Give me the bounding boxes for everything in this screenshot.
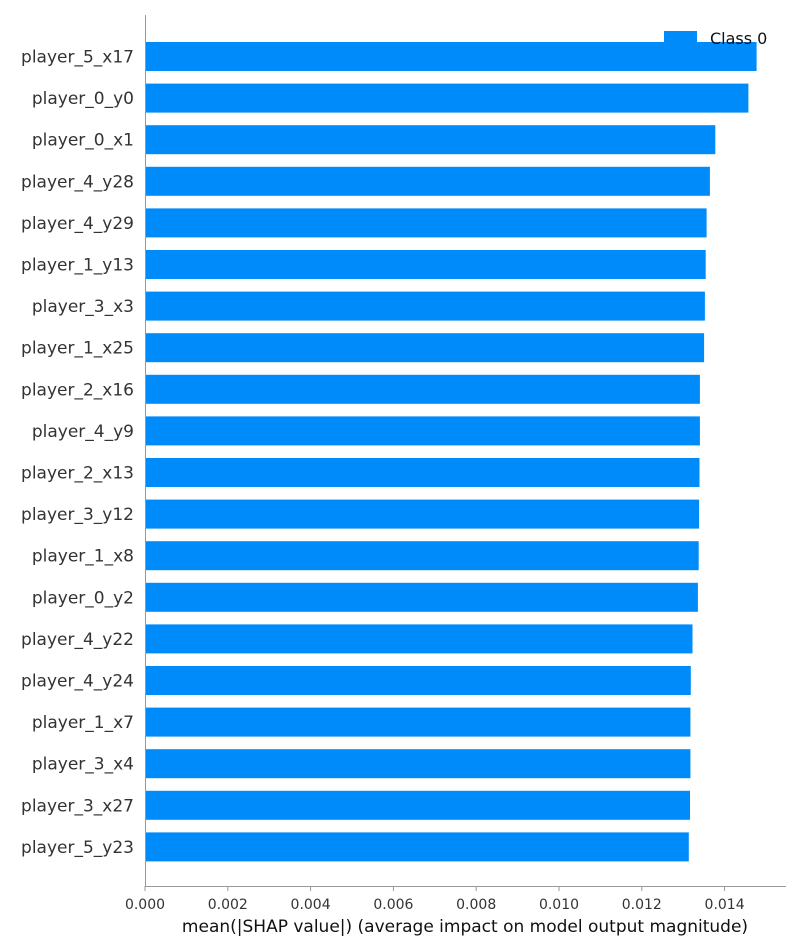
x-tick-label: 0.012 [622,897,662,913]
y-tick-label: player_0_y2 [32,588,134,608]
legend: Class 0 [664,29,767,48]
y-tick-label: player_1_x25 [21,339,134,359]
y-tick-label: player_4_y28 [21,172,134,192]
x-tick-label: 0.004 [291,897,331,913]
y-tick-label: player_1_y13 [21,256,134,276]
bar-player_0_y0 [146,83,749,113]
y-tick-label: player_5_y23 [21,838,134,858]
y-tick-label: player_0_y0 [32,89,134,109]
bar-player_3_x3 [146,291,705,321]
bars-group [146,42,757,862]
y-tick-label: player_3_x4 [32,755,134,775]
y-tick-label: player_2_x16 [21,380,134,400]
bar-player_2_x16 [146,374,700,404]
y-tick-label: player_4_y29 [21,214,134,234]
bar-player_4_y29 [146,208,707,238]
x-ticks-group: 0.000 0.002 0.004 0.006 0.008 0.010 0.012 0.014 [125,886,745,913]
bar-player_1_x7 [146,707,691,737]
y-tick-label: player_4_y22 [21,630,134,650]
bar-player_3_y12 [146,499,700,529]
bar-player_4_y28 [146,166,710,196]
bar-player_2_x13 [146,458,700,487]
y-tick-label: player_4_y24 [21,672,134,692]
bar-player_1_y13 [146,250,706,279]
y-labels-group: player_5_x17 player_0_y0 player_0_x1player… [21,48,134,858]
x-tick-label: 0.002 [208,897,248,913]
bar-player_4_y24 [146,666,691,695]
y-tick-label: player_1_x8 [32,547,134,567]
y-tick-label: player_3_x27 [21,796,134,816]
bar-player_3_x4 [146,749,691,779]
bar-player_0_x1 [146,125,716,155]
x-axis-label: mean(|SHAP value|) (average impact on mo… [182,917,748,937]
x-tick-label: 0.010 [539,897,579,913]
x-tick-label: 0.006 [373,897,413,913]
bar-player_4_y22 [146,624,693,654]
bar-player_4_y9 [146,416,700,446]
y-tick-label: player_1_x7 [32,713,134,733]
legend-label: Class 0 [710,29,767,48]
bar-player_5_x17 [146,42,757,71]
bar-player_5_y23 [146,832,689,862]
x-tick-label: 0.000 [125,897,165,913]
y-tick-label: player_5_x17 [21,48,134,68]
x-tick-label: 0.014 [705,897,745,913]
y-tick-label: player_3_x3 [32,297,134,317]
y-tick-label: player_4_y9 [32,422,134,442]
bar-player_1_x25 [146,333,705,363]
y-tick-label: player_3_y12 [21,505,134,525]
x-tick-label: 0.008 [456,897,496,913]
y-tick-label: player_0_x1 [32,131,134,151]
y-tick-label: player_2_x13 [21,464,134,484]
bar-player_0_y2 [146,582,698,612]
bar-player_1_x8 [146,541,699,571]
legend-swatch [664,31,697,45]
bar-player_3_x27 [146,790,690,820]
